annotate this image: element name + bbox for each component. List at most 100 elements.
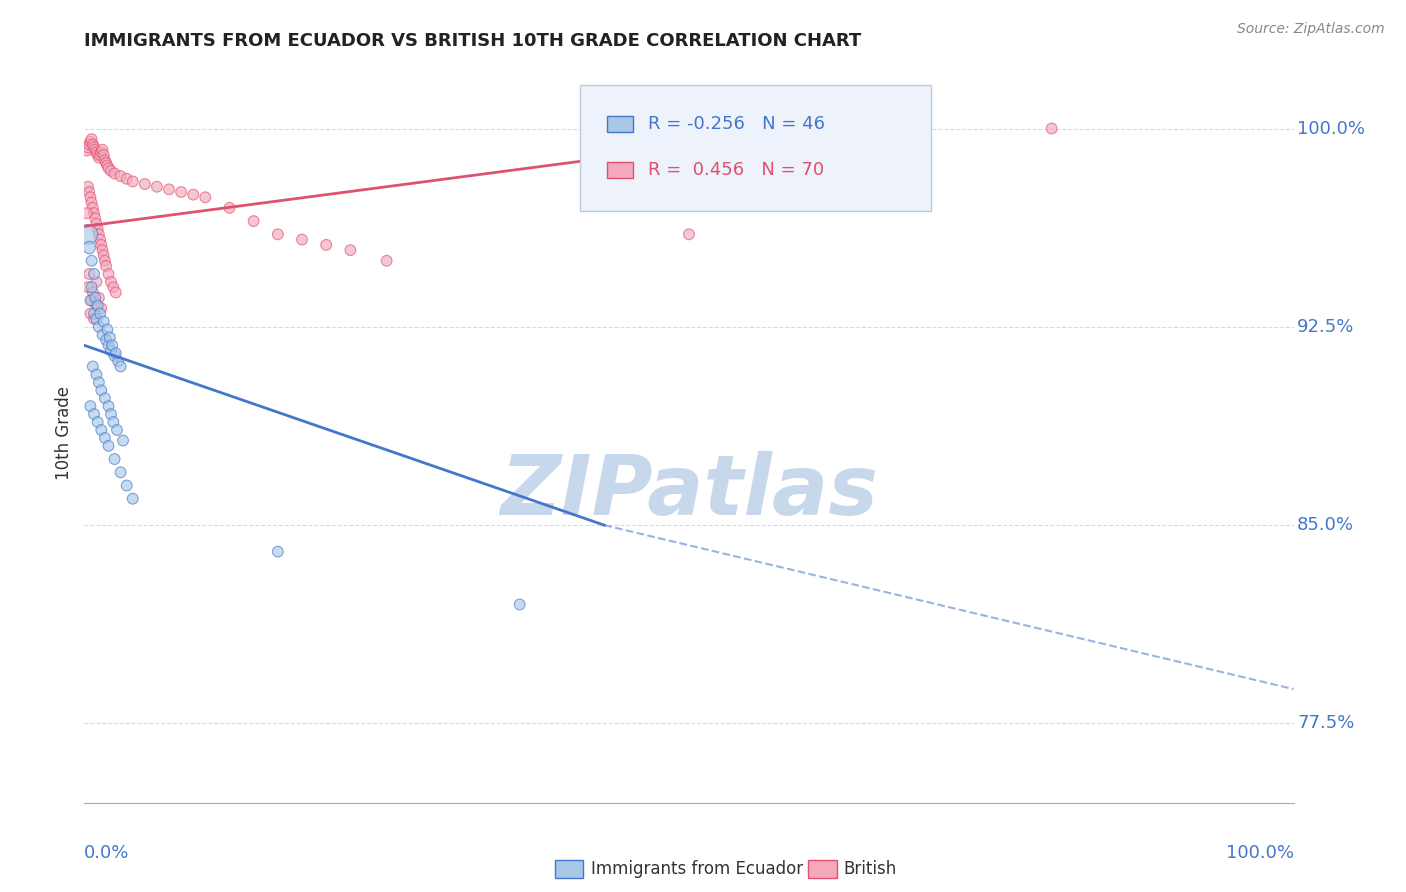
Point — [146, 179, 169, 194]
Point — [86, 299, 108, 313]
Point — [82, 359, 104, 374]
Point — [77, 179, 100, 194]
Point — [80, 132, 103, 146]
Point — [90, 423, 112, 437]
Point — [84, 296, 107, 310]
Point — [89, 233, 111, 247]
Text: 77.5%: 77.5% — [1298, 714, 1354, 732]
Point — [82, 137, 104, 152]
Point — [77, 140, 100, 154]
Point — [181, 187, 204, 202]
Point — [91, 327, 114, 342]
Point — [87, 376, 110, 390]
Point — [94, 259, 117, 273]
Point — [80, 195, 103, 210]
Point — [291, 233, 314, 247]
Point — [82, 201, 104, 215]
Point — [94, 153, 117, 168]
Point — [91, 243, 114, 257]
Point — [267, 227, 290, 242]
Point — [105, 423, 128, 437]
Point — [86, 217, 108, 231]
Point — [100, 343, 122, 358]
Point — [97, 338, 120, 352]
Point — [77, 227, 100, 242]
Point — [90, 145, 112, 160]
Point — [107, 354, 129, 368]
Bar — [607, 161, 633, 178]
Point — [90, 384, 112, 398]
Text: British: British — [844, 860, 897, 878]
Point — [90, 238, 112, 252]
Point — [77, 137, 100, 152]
Point — [678, 227, 700, 242]
Point — [86, 275, 108, 289]
Point — [79, 307, 101, 321]
Point — [315, 238, 337, 252]
Point — [100, 275, 122, 289]
Point — [84, 211, 107, 226]
Bar — [607, 116, 633, 132]
Point — [87, 227, 110, 242]
Point — [509, 598, 531, 612]
Point — [77, 280, 100, 294]
Point — [83, 206, 105, 220]
Point — [77, 267, 100, 281]
Point — [79, 190, 101, 204]
Point — [94, 391, 117, 405]
Point — [94, 431, 117, 445]
Point — [110, 169, 132, 183]
Text: 100.0%: 100.0% — [1226, 844, 1294, 862]
Point — [339, 243, 361, 257]
Point — [86, 312, 108, 326]
Point — [104, 452, 127, 467]
Point — [91, 143, 114, 157]
Point — [157, 182, 180, 196]
Point — [103, 415, 125, 429]
Point — [103, 280, 125, 294]
Point — [104, 346, 127, 360]
Point — [80, 280, 103, 294]
Text: 92.5%: 92.5% — [1298, 318, 1354, 336]
Point — [96, 322, 118, 336]
Point — [104, 166, 127, 180]
Point — [115, 171, 138, 186]
Point — [79, 135, 101, 149]
Point — [82, 285, 104, 300]
Point — [121, 491, 143, 506]
Point — [121, 174, 143, 188]
Text: Source: ZipAtlas.com: Source: ZipAtlas.com — [1237, 22, 1385, 37]
Text: ZIPatlas: ZIPatlas — [501, 451, 877, 533]
Point — [98, 330, 121, 344]
Point — [80, 293, 103, 308]
Point — [267, 544, 290, 558]
Point — [110, 465, 132, 479]
Point — [83, 307, 105, 321]
Point — [112, 434, 135, 448]
Point — [93, 148, 115, 162]
Text: R =  0.456   N = 70: R = 0.456 N = 70 — [648, 161, 824, 178]
Point — [84, 143, 107, 157]
Point — [77, 185, 100, 199]
Point — [94, 253, 117, 268]
Point — [100, 407, 122, 421]
Point — [94, 333, 117, 347]
Point — [80, 253, 103, 268]
Point — [90, 301, 112, 316]
Text: R = -0.256   N = 46: R = -0.256 N = 46 — [648, 115, 825, 133]
Y-axis label: 10th Grade: 10th Grade — [55, 385, 73, 480]
Point — [86, 415, 108, 429]
Point — [79, 399, 101, 413]
Point — [83, 267, 105, 281]
Point — [375, 253, 398, 268]
FancyBboxPatch shape — [581, 85, 931, 211]
Point — [76, 206, 98, 220]
Point — [115, 478, 138, 492]
Point — [134, 177, 156, 191]
Text: IMMIGRANTS FROM ECUADOR VS BRITISH 10TH GRADE CORRELATION CHART: IMMIGRANTS FROM ECUADOR VS BRITISH 10TH … — [84, 32, 862, 50]
Point — [170, 185, 193, 199]
Point — [86, 148, 108, 162]
Point — [101, 338, 124, 352]
Point — [194, 190, 217, 204]
Point — [218, 201, 240, 215]
